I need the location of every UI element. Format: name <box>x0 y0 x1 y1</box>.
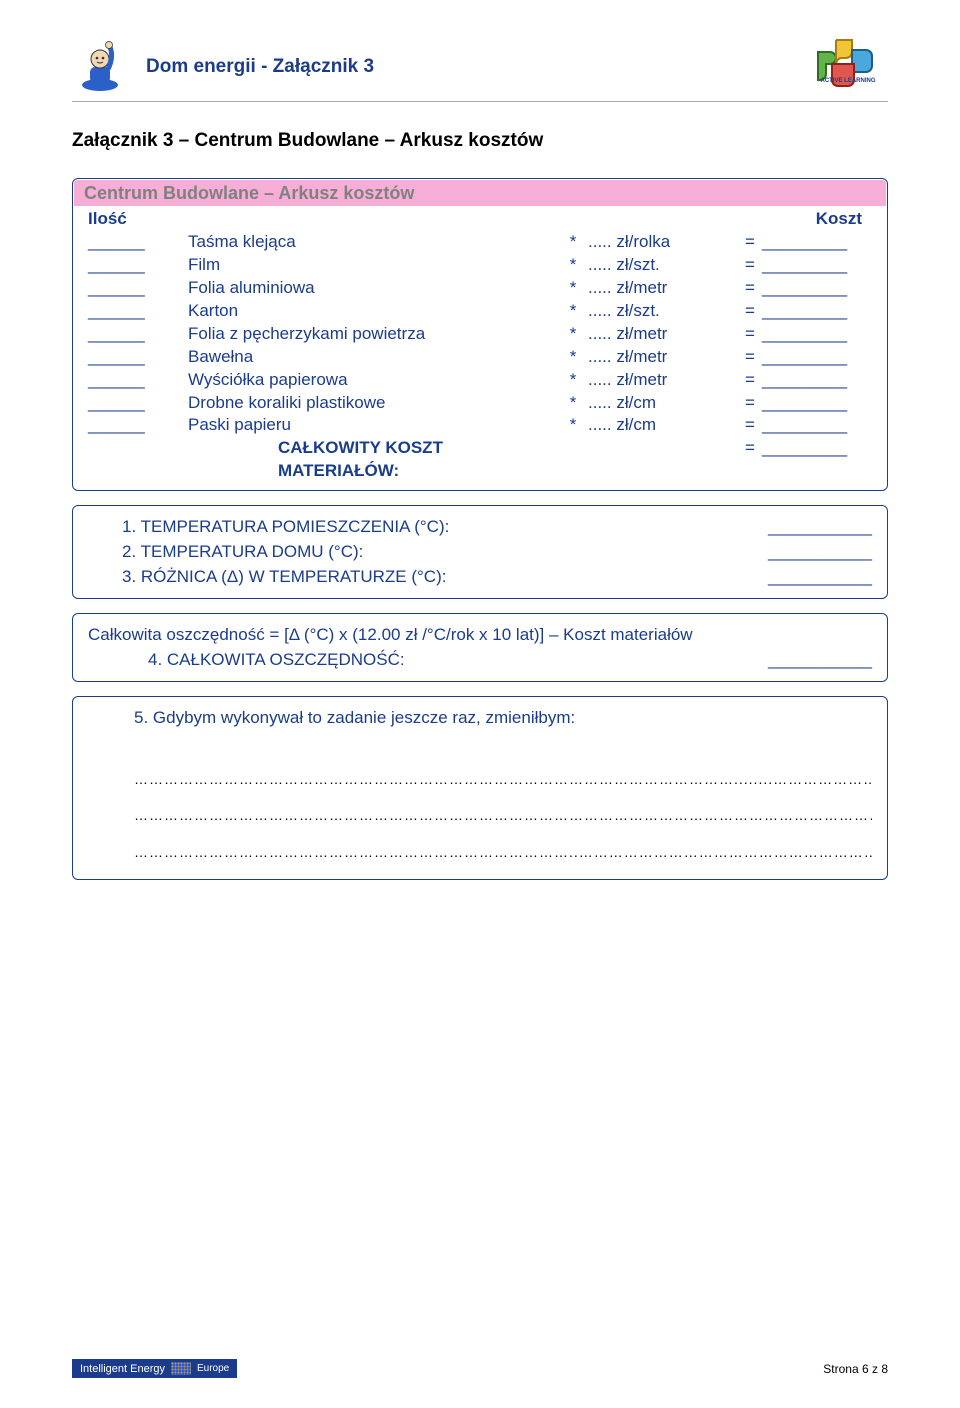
table-row: Bawełna*..... zł/metr= <box>88 346 872 369</box>
temperature-line-1: 1. TEMPERATURA POMIESZCZENIA (°C): <box>122 515 872 540</box>
temperature-line-3: 3. RÓŻNICA (Δ) W TEMPERATURZE (°C): <box>122 565 872 590</box>
writing-lines: …………………………………………………………………………………………………………… <box>134 731 872 870</box>
eu-flag-icon <box>171 1362 191 1375</box>
document-title: Dom energii - Załącznik 3 <box>146 56 374 78</box>
badge-text-1: Intelligent Energy <box>80 1363 165 1375</box>
table-row: Taśma klejąca*..... zł/rolka= <box>88 231 872 254</box>
badge-text-2: Europe <box>197 1363 229 1374</box>
temperature-box: 1. TEMPERATURA POMIESZCZENIA (°C): 2. TE… <box>72 505 888 599</box>
col-head-cost: Koszt <box>762 208 872 231</box>
table-row: Karton*..... zł/szt.= <box>88 300 872 323</box>
reflection-box: 5. Gdybym wykonywał to zadanie jeszcze r… <box>72 696 888 880</box>
total-row: CAŁKOWITY KOSZT MATERIAŁÓW: = <box>88 437 872 483</box>
svg-text:ACTIVE LEARNING: ACTIVE LEARNING <box>820 78 875 84</box>
header-left: Dom energii - Załącznik 3 <box>72 39 374 95</box>
cost-worksheet-box: Centrum Budowlane – Arkusz kosztów Ilość… <box>72 178 888 491</box>
section-title: Załącznik 3 – Centrum Budowlane – Arkusz… <box>72 130 888 152</box>
cost-table-header: Ilość Koszt <box>88 208 872 231</box>
page-header: Dom energii - Załącznik 3 ACTIVE LEARNIN… <box>72 36 888 97</box>
table-row: Film*..... zł/szt.= <box>88 254 872 277</box>
savings-formula: Całkowita oszczędność = [Δ (°C) x (12.00… <box>88 623 872 648</box>
header-divider <box>72 101 888 102</box>
student-raising-hand-icon <box>72 39 128 95</box>
savings-total-line: 4. CAŁKOWITA OSZCZĘDNOŚĆ: <box>88 648 872 673</box>
table-row: Paski papieru*..... zł/cm= <box>88 414 872 437</box>
table-row: Folia aluminiowa*..... zł/metr= <box>88 277 872 300</box>
cost-table: Ilość Koszt Taśma klejąca*..... zł/rolka… <box>88 208 872 483</box>
intelligent-energy-badge: Intelligent Energy Europe <box>72 1359 237 1378</box>
cost-box-heading: Centrum Budowlane – Arkusz kosztów <box>74 180 886 206</box>
savings-box: Całkowita oszczędność = [Δ (°C) x (12.00… <box>72 613 888 682</box>
page-number: Strona 6 z 8 <box>823 1362 888 1376</box>
reflection-prompt: 5. Gdybym wykonywał to zadanie jeszcze r… <box>134 706 872 731</box>
table-row: Wyściółka papierowa*..... zł/metr= <box>88 369 872 392</box>
col-head-qty: Ilość <box>88 208 158 231</box>
temperature-line-2: 2. TEMPERATURA DOMU (°C): <box>122 540 872 565</box>
table-row: Drobne koraliki plastikowe*..... zł/cm= <box>88 392 872 415</box>
table-row: Folia z pęcherzykami powietrza*..... zł/… <box>88 323 872 346</box>
active-learning-logo-icon: ACTIVE LEARNING <box>812 36 888 97</box>
page-footer: Intelligent Energy Europe Strona 6 z 8 <box>72 1359 888 1378</box>
